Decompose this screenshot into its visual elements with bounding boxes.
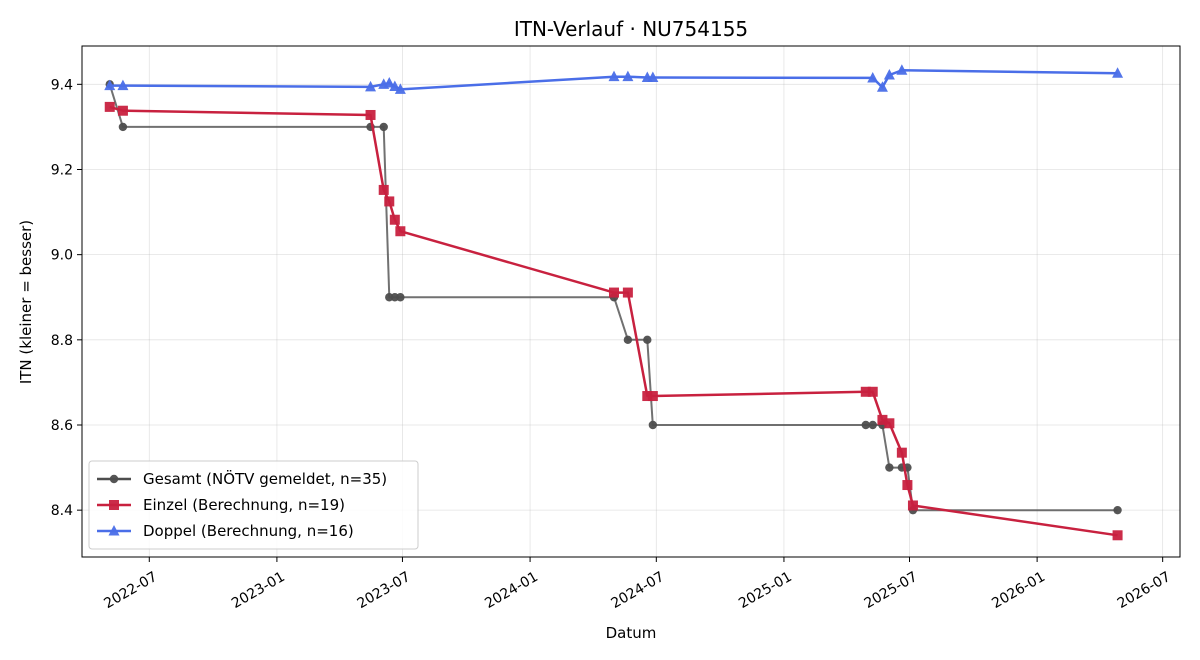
data-point-doppel (365, 80, 377, 92)
data-point-einzel (104, 101, 115, 112)
legend: Gesamt (NÖTV gemeldet, n=35) Einzel (Bere… (88, 460, 419, 550)
legend-marker-einzel (109, 500, 119, 510)
data-point-doppel (608, 70, 620, 82)
data-point-einzel (896, 447, 907, 458)
x-tick-label: 2024-01 (482, 569, 541, 612)
data-point-doppel (867, 71, 879, 83)
data-point-einzel (867, 386, 878, 397)
series-line-doppel (109, 69, 1118, 91)
data-point-doppel (383, 77, 395, 88)
data-point-doppel (896, 64, 908, 75)
plot-area-frame (81, 45, 1181, 558)
y-tick-label: 8.8 (51, 333, 73, 349)
y-tick-label: 8.6 (51, 418, 73, 434)
data-point-einzel (395, 226, 406, 237)
data-point-doppel (647, 71, 659, 83)
y-tick-label: 9.4 (51, 77, 73, 93)
chart-title: ITN-Verlauf · NU754155 (514, 17, 748, 41)
data-point-einzel (907, 500, 918, 511)
data-point-gesamt (868, 420, 877, 430)
data-point-doppel (876, 81, 888, 92)
data-point-gesamt (1113, 505, 1122, 515)
series-doppel (104, 64, 1124, 94)
data-point-gesamt (396, 293, 405, 302)
data-point-einzel (609, 287, 620, 298)
data-point-einzel (902, 480, 913, 491)
data-point-einzel (642, 391, 653, 402)
data-point-einzel (647, 391, 658, 402)
y-axis: 8.4 8.6 8.8 9.0 9.2 9.4 (51, 77, 82, 519)
data-point-gesamt (118, 122, 128, 132)
data-point-einzel (117, 105, 128, 116)
data-point-doppel (389, 80, 401, 91)
data-point-einzel (389, 214, 400, 225)
data-point-gesamt (861, 420, 870, 430)
y-tick-label: 9.0 (51, 248, 73, 264)
x-tick-label: 2025-07 (862, 569, 921, 612)
legend-label-doppel: Doppel (Berechnung, n=16) (143, 522, 354, 540)
data-point-einzel (384, 196, 395, 207)
legend-marker-doppel (108, 525, 120, 536)
data-point-gesamt (623, 335, 633, 345)
data-point-einzel (378, 184, 389, 195)
data-point-doppel (394, 83, 406, 94)
x-tick-label: 2023-01 (229, 569, 288, 612)
data-point-einzel (1112, 530, 1123, 541)
data-point-doppel (1112, 67, 1124, 78)
y-tick-label: 9.2 (51, 162, 73, 178)
series-einzel (104, 101, 1123, 541)
data-point-gesamt (885, 463, 894, 472)
y-tick-label: 8.4 (51, 503, 73, 519)
data-point-einzel (884, 418, 895, 429)
x-tick-label: 2025-01 (736, 569, 795, 612)
data-point-doppel (104, 79, 116, 91)
x-tick-label: 2023-07 (355, 569, 414, 612)
x-tick-label: 2026-07 (1115, 569, 1174, 612)
x-tick-label: 2024-07 (608, 569, 667, 612)
x-tick-label: 2026-01 (989, 569, 1048, 612)
legend-label-gesamt: Gesamt (NÖTV gemeldet, n=35) (143, 469, 387, 488)
data-point-doppel (117, 79, 129, 91)
data-point-doppel (622, 70, 634, 82)
data-point-gesamt (643, 335, 652, 345)
data-point-doppel (883, 68, 895, 80)
data-point-einzel (622, 287, 633, 298)
data-point-einzel (365, 109, 376, 120)
legend-label-einzel: Einzel (Berechnung, n=19) (143, 496, 345, 514)
x-axis: 2022-07 2023-01 2023-07 2024-01 2024-07 2025-… (101, 557, 1173, 612)
data-point-gesamt (379, 122, 388, 132)
x-tick-label: 2022-07 (101, 569, 160, 612)
legend-box (88, 460, 419, 550)
data-point-einzel (860, 386, 871, 397)
x-axis-label: Datum (606, 624, 657, 642)
data-point-einzel (877, 414, 888, 425)
data-point-gesamt (648, 420, 658, 430)
legend-marker-gesamt (109, 474, 119, 484)
y-axis-label: ITN (kleiner = besser) (17, 220, 35, 384)
series-layer (104, 64, 1124, 541)
